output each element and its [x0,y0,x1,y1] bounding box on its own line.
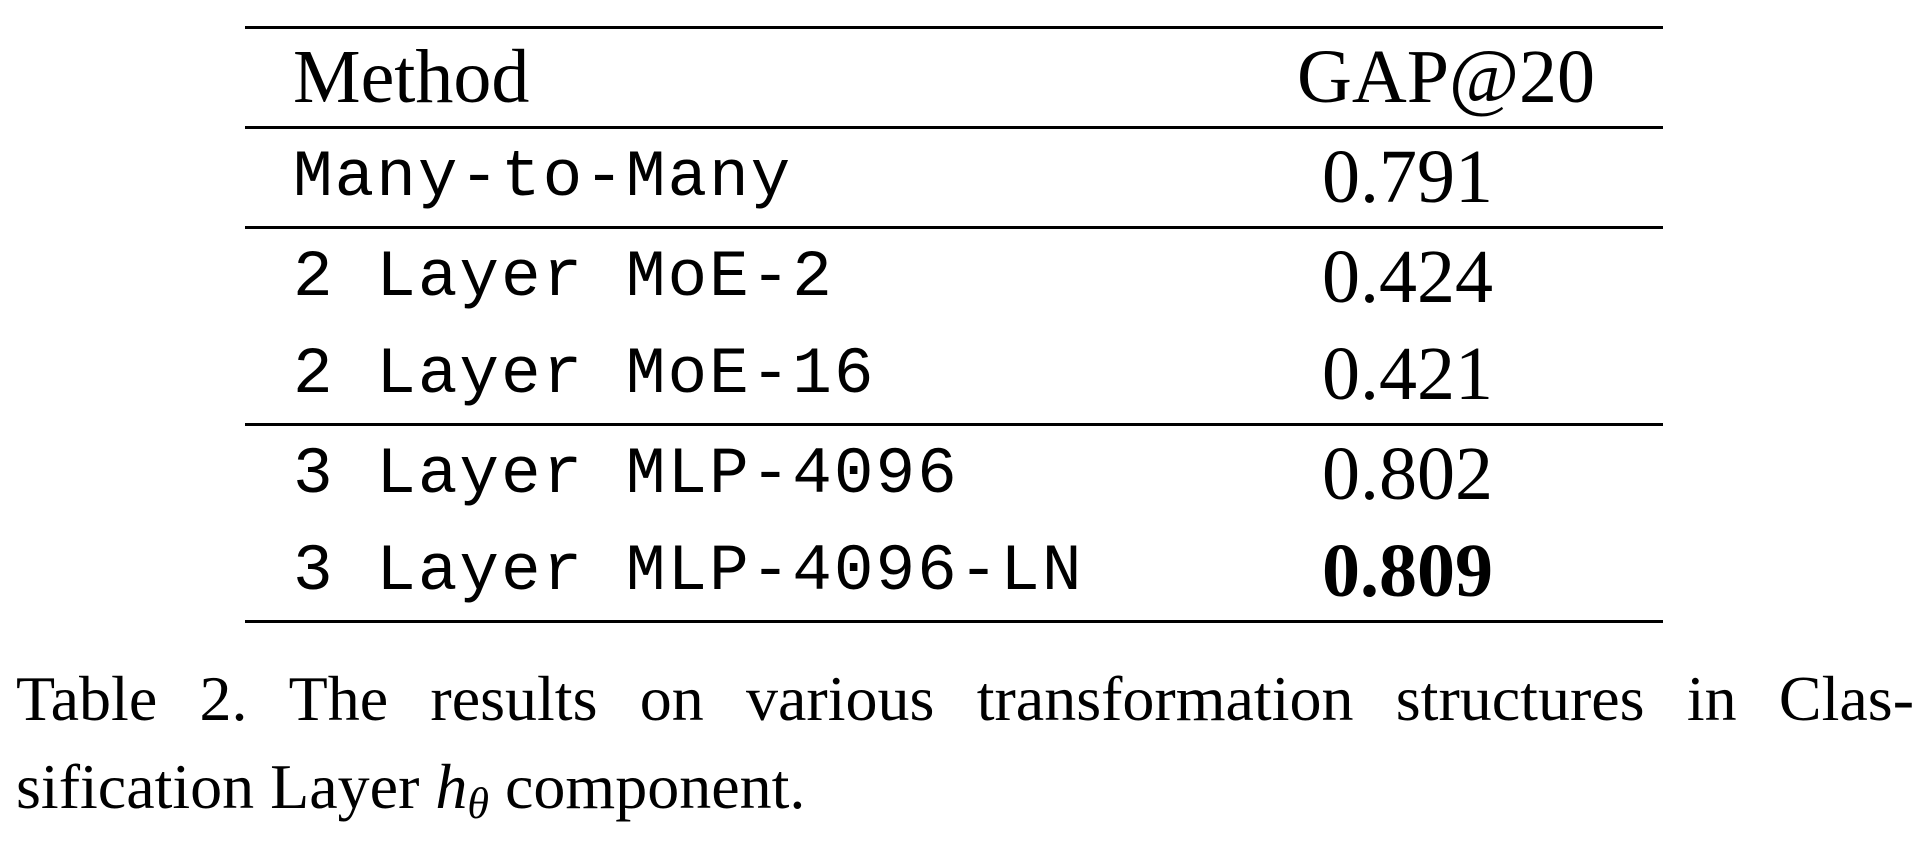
math-symbol-h: h [435,751,468,822]
table-row: Many-to-Many 0.791 [245,129,1663,226]
table-row: 3 Layer MLP-4096 0.802 [245,426,1663,523]
table-group-rule [245,423,1663,426]
table-header-rule [245,126,1663,129]
caption-line-1: Table 2. The results on various transfor… [16,663,1914,734]
table-row: 3 Layer MLP-4096-LN 0.809 [245,523,1663,620]
table-row: 2 Layer MoE-16 0.421 [245,326,1663,423]
table-bottom-rule [245,620,1663,623]
gap-value-cell-best: 0.809 [1322,529,1493,613]
gap-value-cell: 0.421 [1322,332,1493,416]
method-cell: 3 Layer MLP-4096 [293,437,959,512]
table-top-rule [245,26,1663,29]
results-table: Method GAP@20 Many-to-Many 0.791 2 Layer… [245,26,1663,623]
caption-line-2: sification Layer hθ component. [16,743,1914,848]
header-method: Method [293,35,530,119]
table-caption: Table 2. The results on various transfor… [16,655,1914,848]
math-subscript-theta: θ [467,779,489,828]
caption-line-2-suffix: component. [489,751,806,822]
method-cell: Many-to-Many [293,140,793,215]
method-cell: 3 Layer MLP-4096-LN [293,534,1084,609]
gap-value-cell: 0.791 [1322,135,1493,219]
header-metric: GAP@20 [1297,35,1596,119]
method-cell: 2 Layer MoE-2 [293,240,834,315]
caption-line-2-prefix: sification Layer [16,751,436,822]
table-header-row: Method GAP@20 [245,29,1663,126]
gap-value-cell: 0.802 [1322,432,1493,516]
method-cell: 2 Layer MoE-16 [293,337,876,412]
table-row: 2 Layer MoE-2 0.424 [245,229,1663,326]
gap-value-cell: 0.424 [1322,235,1493,319]
table-group-rule [245,226,1663,229]
